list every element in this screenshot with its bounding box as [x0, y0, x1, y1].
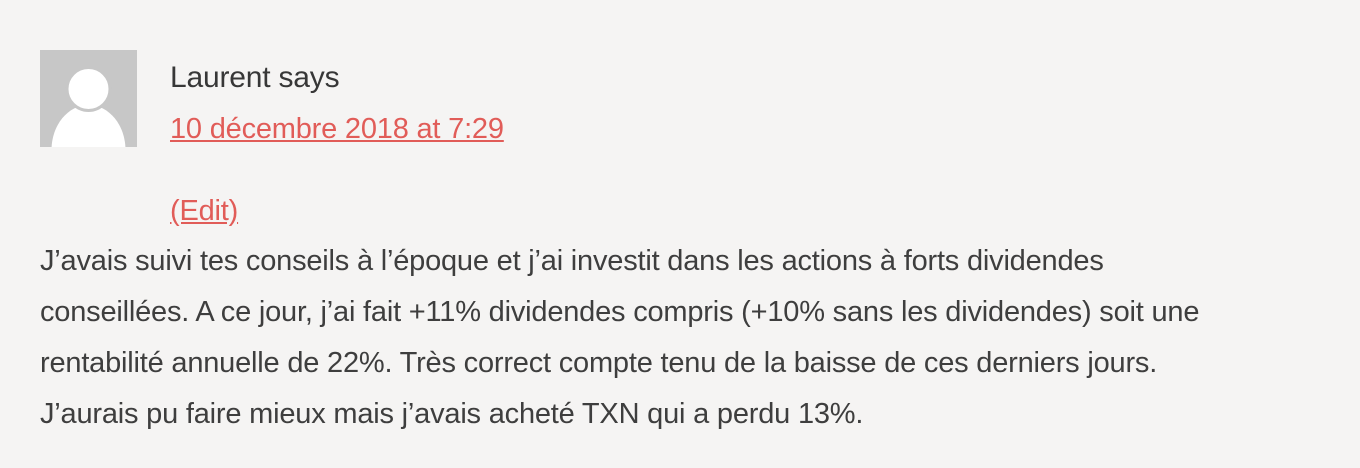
comment-body-line: J’aurais pu faire mieux mais j’avais ach…	[40, 398, 864, 430]
comment-author-line: Laurent says	[170, 61, 340, 94]
comment-body-line: rentabilité annuelle de 22%. Très correc…	[40, 347, 1158, 379]
comment-edit-link[interactable]: (Edit)	[170, 195, 239, 227]
avatar	[40, 50, 137, 147]
comment-says-label: says	[278, 61, 340, 94]
comment-date-link[interactable]: 10 décembre 2018 at 7:29	[170, 113, 504, 145]
comment-body: J’avais suivi tes conseils à l’époque et…	[40, 236, 1340, 440]
comment-body-line: J’avais suivi tes conseils à l’époque et…	[40, 245, 1104, 277]
comment-author-name: Laurent	[170, 61, 271, 94]
person-icon	[40, 50, 137, 147]
comment-body-line: conseillées. A ce jour, j’ai fait +11% d…	[40, 296, 1200, 328]
